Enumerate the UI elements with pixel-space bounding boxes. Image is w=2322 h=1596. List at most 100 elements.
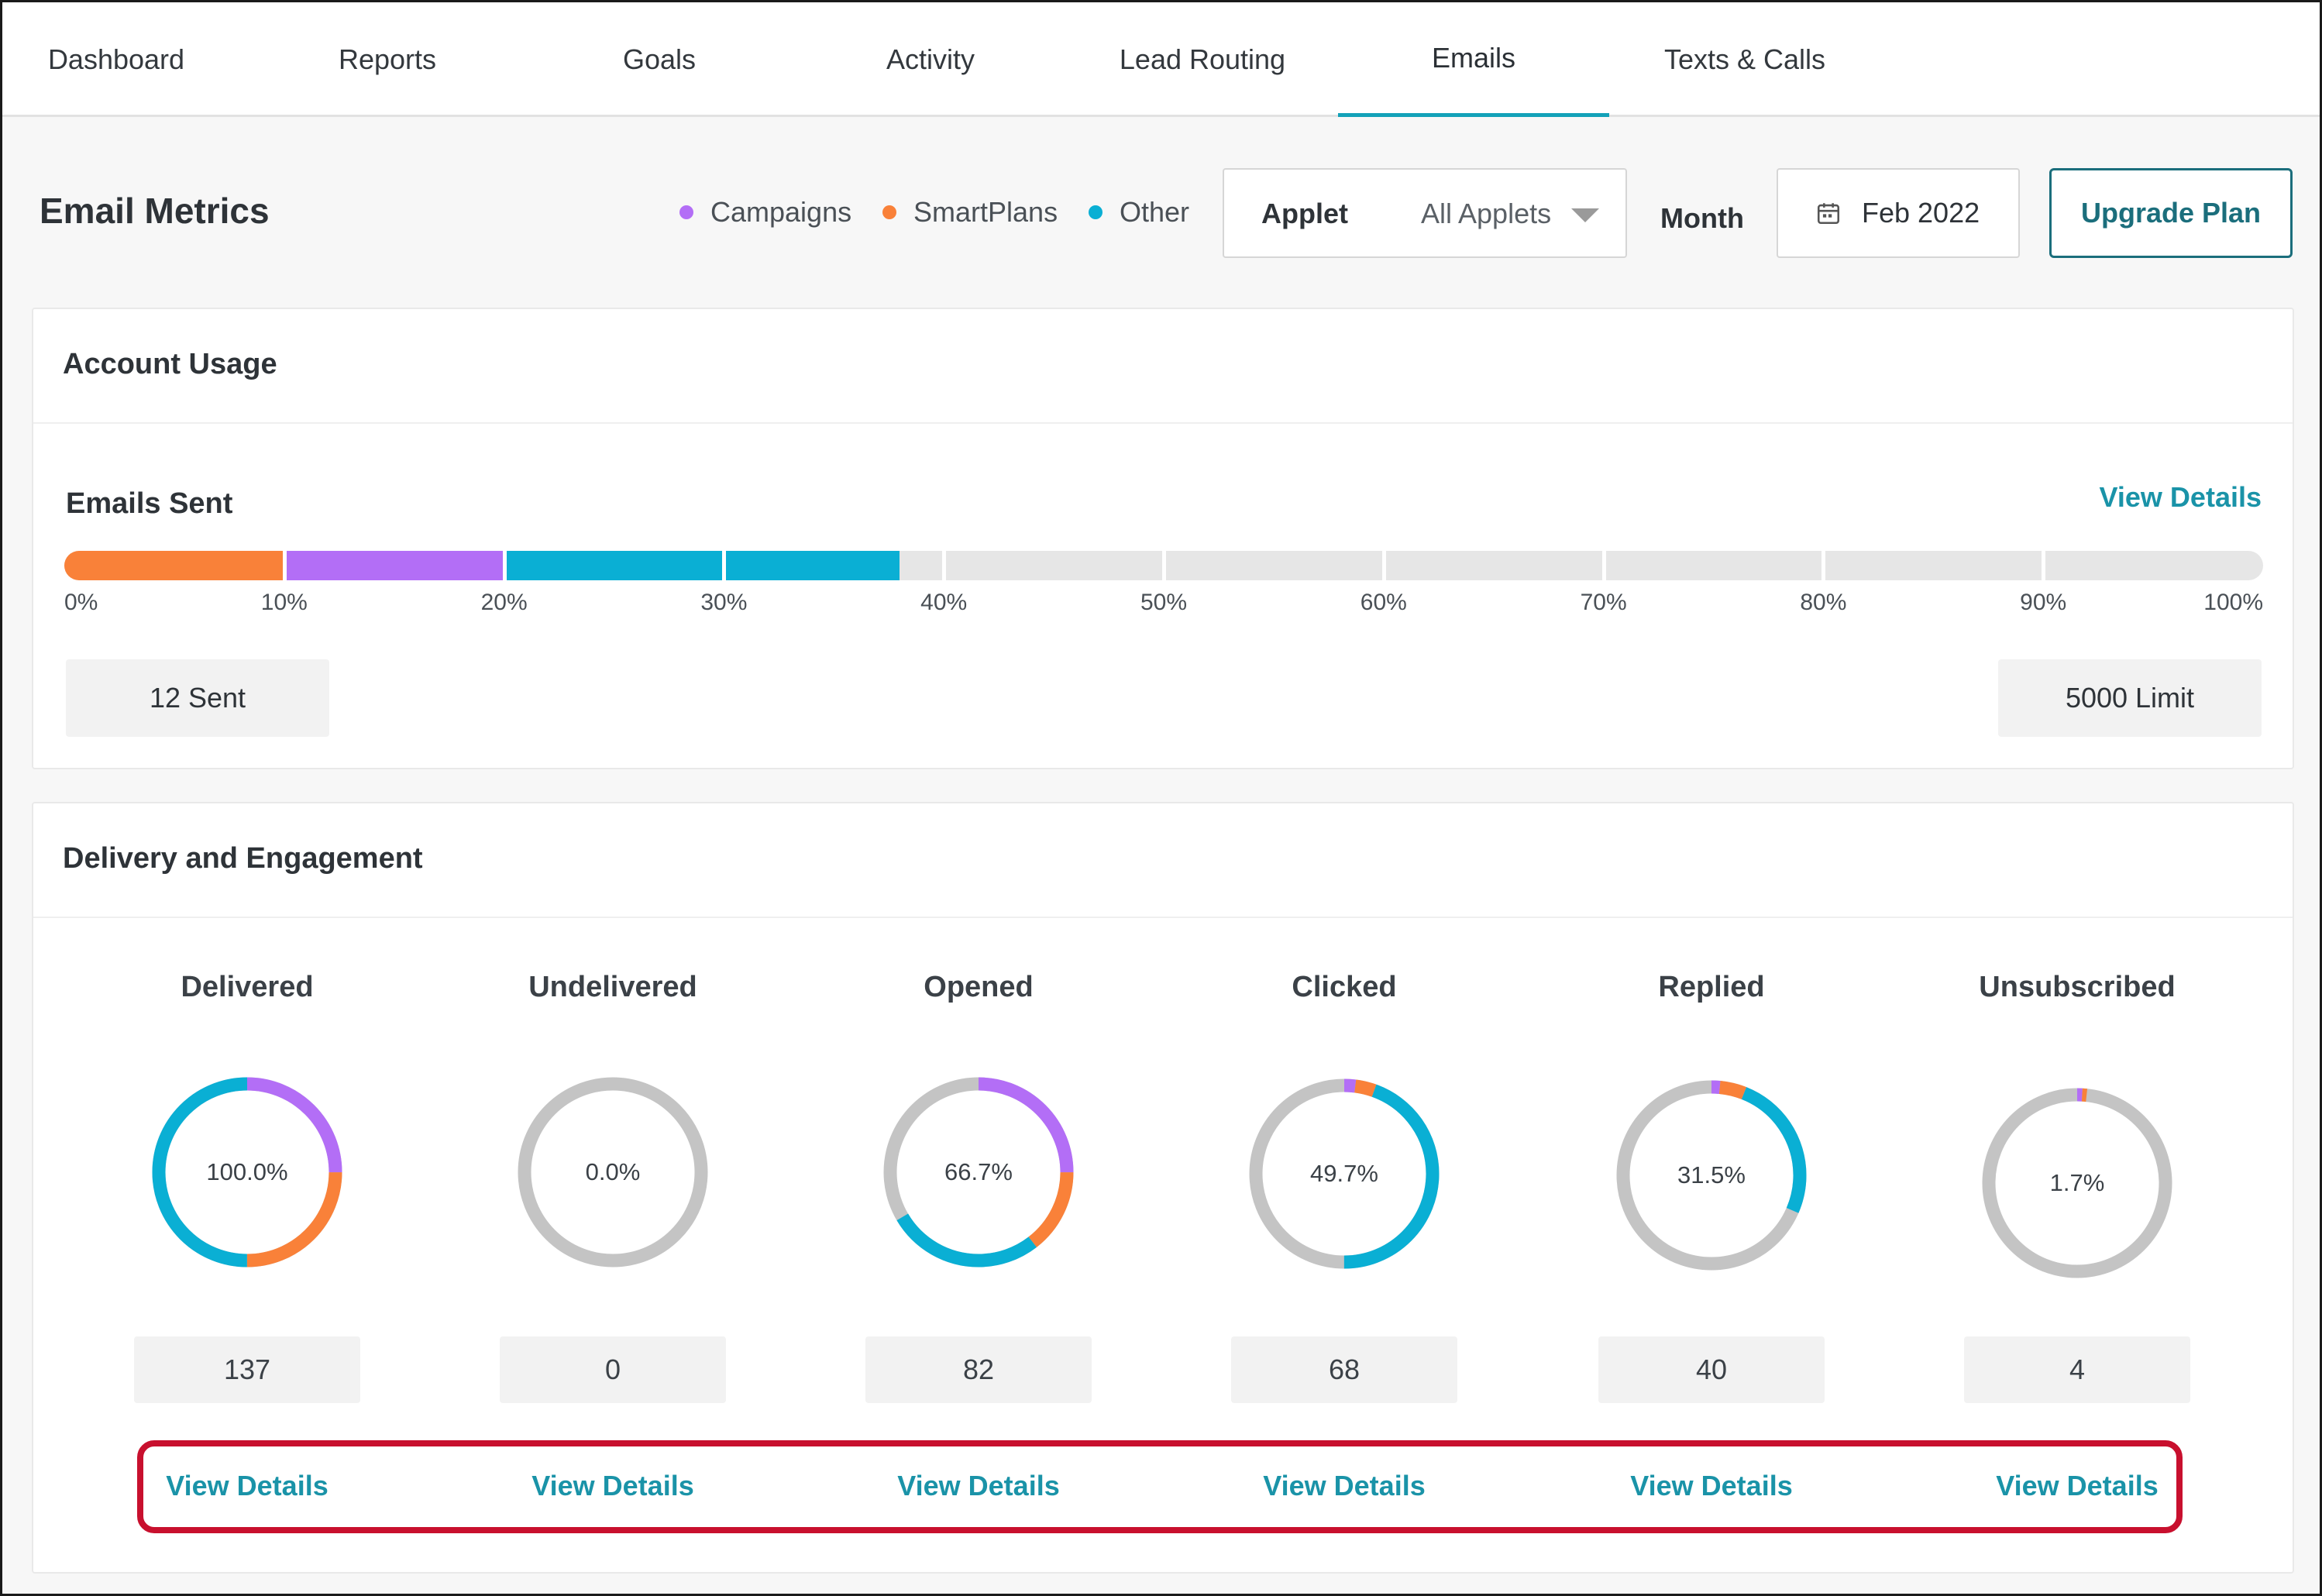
- legend-campaigns: Campaigns: [679, 196, 851, 229]
- legend-label: SmartPlans: [913, 196, 1058, 228]
- progress-tick-label: 60%: [1360, 590, 1407, 615]
- emails-sent-progress-bar: [64, 551, 2263, 580]
- highlight-annotation: [137, 1440, 2183, 1533]
- metric-count-badge: 0: [500, 1336, 726, 1403]
- donut-chart-opened: [883, 1077, 1074, 1268]
- donut-percent-label: 100.0%: [206, 1158, 288, 1185]
- applet-select[interactable]: Applet All Applets: [1223, 168, 1627, 258]
- progress-tick-label: 90%: [2020, 590, 2067, 615]
- tab-lead-routing[interactable]: Lead Routing: [1119, 43, 1286, 75]
- progress-segment: [64, 551, 284, 580]
- legend-other: Other: [1089, 196, 1189, 229]
- donut-track: [518, 1077, 708, 1268]
- progress-tick-label: 40%: [920, 590, 968, 615]
- top-nav: Dashboard Reports Goals Activity Lead Ro…: [2, 2, 2320, 117]
- metric-title-clicked: Clicked: [1292, 971, 1397, 1003]
- tab-texts-calls[interactable]: Texts & Calls: [1663, 43, 1826, 75]
- metric-title-replied: Replied: [1658, 971, 1765, 1003]
- chevron-down-icon: [1571, 208, 1599, 222]
- card-header: Account Usage: [33, 309, 2293, 424]
- upgrade-plan-button[interactable]: Upgrade Plan: [2049, 168, 2293, 258]
- donut-segment: [883, 1077, 1074, 1268]
- legend-smartplans: SmartPlans: [882, 196, 1058, 229]
- progress-divider: [1162, 551, 1166, 580]
- metric-count-badge: 68: [1231, 1336, 1457, 1403]
- progress-divider: [282, 551, 287, 580]
- donut-chart-delivered: [152, 1077, 342, 1268]
- donut-segment: [1616, 1080, 1807, 1271]
- campaigns-dot-icon: [679, 205, 693, 219]
- view-details-link-clicked[interactable]: View Details: [1263, 1470, 1426, 1501]
- tab-reports[interactable]: Reports: [338, 43, 437, 75]
- progress-tick-label: 30%: [700, 590, 748, 615]
- account-usage-title: Account Usage: [63, 348, 277, 380]
- donut-segment: [1249, 1078, 1440, 1269]
- progress-tick-label: 50%: [1140, 590, 1188, 615]
- sent-count-badge: 12 Sent: [66, 659, 329, 737]
- limit-badge: 5000 Limit: [1998, 659, 2262, 737]
- progress-divider: [722, 551, 727, 580]
- metric-count-badge: 4: [1964, 1336, 2190, 1403]
- month-picker[interactable]: Feb 2022: [1777, 168, 2020, 258]
- legend-label: Campaigns: [710, 196, 852, 228]
- progress-divider: [1821, 551, 1826, 580]
- calendar-icon: [1817, 203, 1840, 225]
- tab-activity[interactable]: Activity: [886, 43, 975, 75]
- donut-chart-undelivered: [518, 1077, 708, 1268]
- donut-percent-label: 1.7%: [2049, 1169, 2105, 1196]
- donut-segment: [152, 1077, 342, 1268]
- progress-divider: [2042, 551, 2046, 580]
- donut-percent-label: 49.7%: [1310, 1160, 1378, 1187]
- applet-label: Applet: [1261, 198, 1348, 229]
- donut-segment: [1249, 1078, 1440, 1269]
- view-details-link-replied[interactable]: View Details: [1630, 1470, 1793, 1501]
- applet-value: All Applets: [1421, 198, 1552, 229]
- view-details-link-unsubscribed[interactable]: View Details: [1996, 1470, 2159, 1501]
- metric-title-unsubscribed: Unsubscribed: [1979, 971, 2176, 1003]
- progress-segment: [504, 551, 724, 580]
- donut-percent-label: 31.5%: [1677, 1161, 1746, 1188]
- smartplans-dot-icon: [882, 205, 896, 219]
- metric-count-badge: 82: [865, 1336, 1092, 1403]
- donut-percent-label: 0.0%: [585, 1158, 641, 1185]
- month-value: Feb 2022: [1862, 197, 1980, 229]
- progress-divider: [942, 551, 947, 580]
- progress-tick-label: 20%: [480, 590, 528, 615]
- donut-chart-unsubscribed: [1982, 1088, 2172, 1278]
- progress-tick-label: 0%: [64, 590, 98, 615]
- emails-sent-label: Emails Sent: [66, 487, 233, 520]
- tab-emails[interactable]: Emails: [1338, 2, 1609, 117]
- donut-segment: [883, 1077, 1074, 1268]
- progress-tick-label: 10%: [260, 590, 308, 615]
- view-details-link-opened[interactable]: View Details: [897, 1470, 1060, 1501]
- donut-segment: [1616, 1080, 1807, 1271]
- progress-tick-label: 80%: [1800, 590, 1847, 615]
- progress-divider: [502, 551, 507, 580]
- tab-goals[interactable]: Goals: [622, 43, 697, 75]
- page-title: Email Metrics: [40, 191, 270, 231]
- account-usage-card: Account Usage Emails Sent View Details 1…: [32, 308, 2294, 769]
- metric-count-badge: 40: [1598, 1336, 1825, 1403]
- view-details-link-delivered[interactable]: View Details: [166, 1470, 329, 1501]
- legend-label: Other: [1120, 196, 1190, 228]
- metric-count-badge: 137: [134, 1336, 360, 1403]
- donut-chart-replied: [1616, 1080, 1807, 1271]
- progress-tick-label: 100%: [2203, 590, 2263, 615]
- donut-segment: [152, 1077, 342, 1268]
- metric-title-opened: Opened: [924, 971, 1034, 1003]
- metric-title-delivered: Delivered: [181, 971, 314, 1003]
- emails-sent-view-details-link[interactable]: View Details: [2099, 481, 2262, 513]
- view-details-link-undelivered[interactable]: View Details: [531, 1470, 694, 1501]
- donut-segment: [1982, 1088, 2172, 1278]
- progress-tick-label: 70%: [1580, 590, 1627, 615]
- progress-segment: [284, 551, 504, 580]
- donut-chart-clicked: [1249, 1078, 1440, 1269]
- tab-dashboard[interactable]: Dashboard: [47, 43, 185, 75]
- other-dot-icon: [1089, 205, 1103, 219]
- metric-title-undelivered: Undelivered: [528, 971, 697, 1003]
- delivery-engagement-title: Delivery and Engagement: [63, 842, 423, 875]
- progress-segment: [724, 551, 900, 580]
- card-header: Delivery and Engagement: [33, 803, 2293, 918]
- month-label: Month: [1660, 202, 1744, 234]
